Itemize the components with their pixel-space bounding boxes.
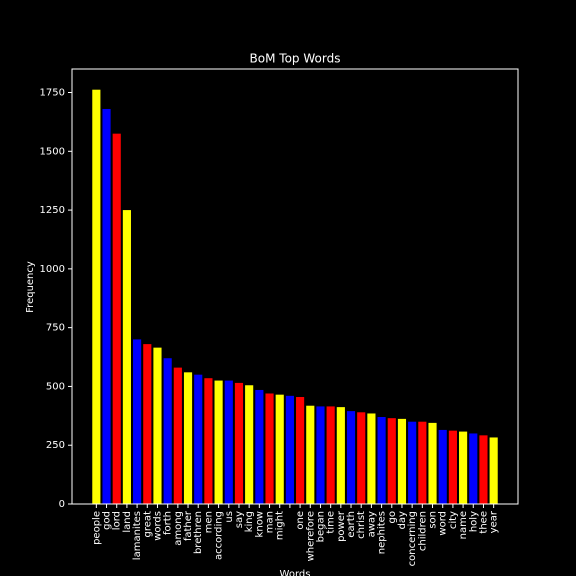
bar: [265, 393, 274, 504]
bar: [459, 431, 468, 504]
x-tick-label: people: [91, 511, 102, 545]
y-tick-label: 750: [46, 323, 65, 334]
y-axis-label: Frequency: [25, 261, 36, 313]
x-tick-label: children: [417, 511, 428, 551]
bar: [316, 406, 325, 504]
x-tick-label: among: [173, 511, 184, 546]
x-axis-label: Words: [280, 569, 311, 576]
bar: [438, 429, 447, 504]
x-tick-label: forth: [163, 511, 174, 535]
x-tick-label: city: [448, 511, 459, 529]
x-tick-label: word: [438, 511, 449, 536]
bar: [275, 394, 284, 504]
bar: [112, 133, 121, 504]
bar: [469, 433, 478, 504]
y-tick-label: 1250: [40, 205, 65, 216]
bar: [306, 405, 315, 504]
x-tick-label: go: [387, 511, 398, 523]
x-tick-label: thee: [478, 511, 489, 534]
x-tick-label: land: [122, 511, 133, 533]
x-tick-label: god: [102, 511, 113, 530]
x-tick-label: christ: [356, 511, 367, 539]
bar: [163, 358, 172, 504]
bar: [122, 210, 131, 504]
x-tick-label: king: [244, 511, 255, 532]
y-tick-label: 1500: [40, 146, 65, 157]
bar: [418, 421, 427, 504]
x-tick-label: say: [234, 511, 245, 528]
bar: [245, 385, 254, 504]
x-tick-label: time: [326, 511, 337, 534]
axes-frame: [71, 68, 519, 505]
bar: [143, 344, 152, 504]
x-tick-label: words: [152, 511, 163, 541]
bar: [234, 382, 244, 504]
bar: [173, 367, 182, 504]
x-tick-label: holy: [468, 511, 479, 532]
x-tick-label: away: [366, 511, 377, 537]
bar: [357, 412, 366, 504]
x-tick-label: know: [254, 511, 265, 537]
bar: [397, 418, 407, 504]
bar: [377, 417, 386, 504]
x-tick-label: lord: [112, 511, 123, 530]
bar: [296, 397, 305, 504]
x-tick-label: power: [336, 510, 347, 542]
bar: [336, 407, 345, 504]
x-tick-label: nephites: [377, 511, 388, 554]
bar: [489, 437, 498, 504]
x-tick-label: us: [224, 511, 235, 523]
x-tick-label: man: [265, 511, 276, 533]
bar: [448, 430, 457, 504]
bar: [408, 421, 417, 504]
bar: [346, 411, 356, 504]
bar: [428, 422, 437, 504]
x-tick-label: wherefore: [305, 511, 316, 561]
x-tick-label: according: [214, 511, 225, 560]
bar: [153, 347, 162, 504]
bar: [214, 380, 223, 504]
x-tick-label: great: [142, 511, 153, 538]
bar: [92, 89, 101, 504]
y-tick-label: 250: [46, 440, 65, 451]
x-tick-label: lamanites: [132, 511, 143, 560]
bar: [194, 374, 203, 504]
bar: [285, 395, 294, 504]
y-tick-label: 1000: [40, 264, 65, 275]
y-tick-label: 1750: [40, 88, 65, 99]
bar: [255, 389, 264, 504]
x-tick-label: brethren: [193, 511, 204, 554]
x-tick-label: began: [315, 511, 326, 542]
x-tick-label: year: [489, 510, 500, 533]
bar: [133, 339, 142, 504]
y-tick-label: 500: [46, 381, 65, 392]
x-tick-label: might: [275, 511, 286, 540]
x-tick-label: concerning: [407, 511, 418, 566]
x-tick-label: name: [458, 511, 469, 539]
bar: [183, 372, 193, 504]
x-tick-label: earth: [346, 511, 357, 538]
bar: [367, 413, 376, 504]
bar: [102, 108, 111, 505]
bar: [387, 418, 396, 504]
bar: [204, 378, 213, 504]
bar: [224, 380, 233, 504]
chart-title: BoM Top Words: [250, 52, 341, 66]
x-tick-label: day: [397, 511, 408, 529]
bar: [479, 435, 488, 504]
x-tick-label: son: [428, 511, 439, 529]
x-tick-label: father: [183, 510, 194, 541]
x-tick-label: one: [295, 511, 306, 530]
bar: [326, 406, 335, 504]
y-tick-label: 0: [59, 499, 65, 510]
x-tick-label: men: [203, 511, 214, 533]
